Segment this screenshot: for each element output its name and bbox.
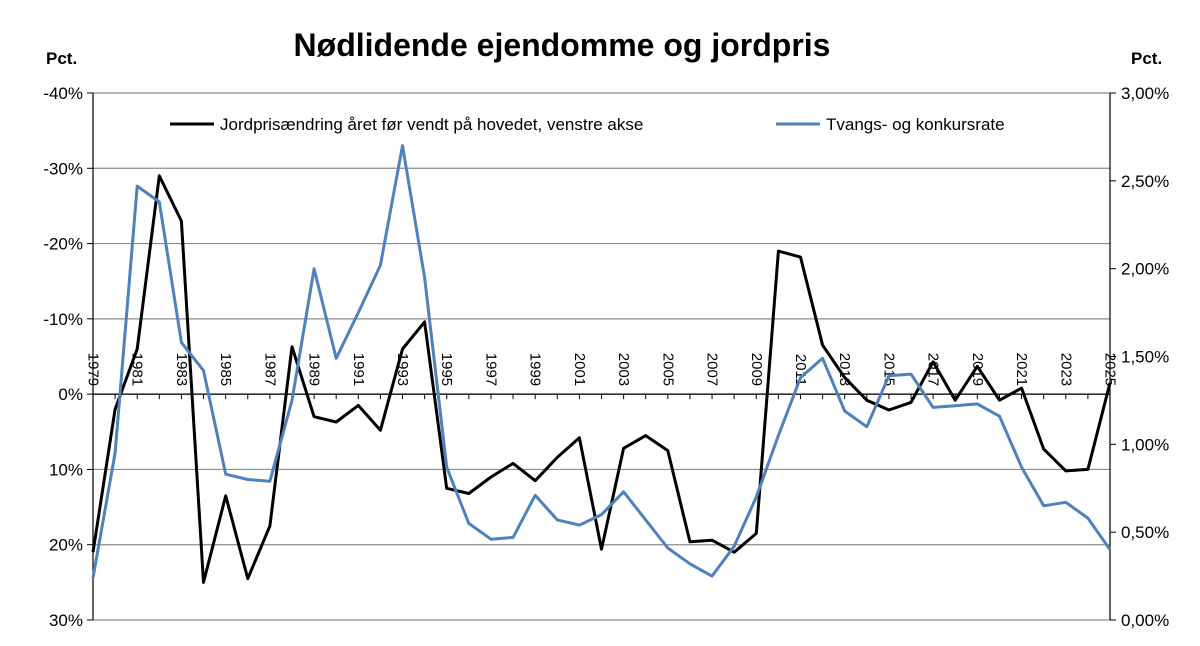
x-tick-label: 1999	[527, 353, 544, 386]
x-tick-label: 1989	[306, 353, 323, 386]
right-tick-label: 3,00%	[1121, 84, 1169, 103]
x-tick-label: 1987	[261, 353, 278, 386]
left-tick-label: -20%	[43, 235, 83, 254]
x-tick-label: 1985	[217, 353, 234, 386]
left-tick-label: -10%	[43, 310, 83, 329]
right-tick-label: 2,00%	[1121, 260, 1169, 279]
legend-label-tvangsrate: Tvangs- og konkursrate	[826, 115, 1005, 134]
right-axis-unit-label: Pct.	[1131, 49, 1162, 68]
right-tick-label: 1,00%	[1121, 435, 1169, 454]
left-tick-label: -40%	[43, 84, 83, 103]
series-line-jordpris	[91, 174, 1112, 584]
left-tick-label: 10%	[49, 460, 83, 479]
x-tick-label: 2015	[880, 353, 897, 386]
left-tick-label: 30%	[49, 611, 83, 630]
x-tick-label: 1997	[482, 353, 499, 386]
legend: Jordprisændring året før vendt på hovede…	[170, 115, 1005, 134]
left-tick-label: -30%	[43, 159, 83, 178]
legend-label-jordpris: Jordprisændring året før vendt på hovede…	[220, 115, 643, 134]
x-tick-label: 2007	[704, 353, 721, 386]
x-tick-label: 2025	[1102, 353, 1119, 386]
axes: -40% -30% -20% -10% 0% 10% 20% 30% 0,00% 0,50% 1,0…	[43, 84, 1169, 630]
x-tick-label: 1983	[173, 353, 190, 386]
x-tick-label: 2003	[615, 353, 632, 386]
x-tick-label: 2021	[1013, 353, 1030, 386]
left-tick-label: 0%	[58, 385, 83, 404]
x-tick-label: 1995	[438, 353, 455, 386]
x-tick-label: 2023	[1057, 353, 1074, 386]
x-tick-label: 2013	[836, 353, 853, 386]
right-tick-label: 2,50%	[1121, 172, 1169, 191]
right-tick-label: 1,50%	[1121, 348, 1169, 367]
right-tick-label: 0,50%	[1121, 523, 1169, 542]
x-tick-label: 2005	[659, 353, 676, 386]
chart-title: Nødlidende ejendomme og jordpris	[294, 27, 831, 63]
x-tick-label: 1991	[350, 353, 367, 386]
right-tick-label: 0,00%	[1121, 611, 1169, 630]
x-tick-label: 2009	[748, 353, 765, 386]
series-lines	[91, 144, 1112, 584]
gridlines	[93, 92, 1110, 621]
x-tick-label: 2019	[969, 353, 986, 386]
x-tick-label: 2011	[792, 354, 809, 386]
left-tick-label: 20%	[49, 536, 83, 555]
x-tick-label: 2001	[571, 353, 588, 386]
left-axis-unit-label: Pct.	[46, 49, 77, 68]
x-tick-label: 1979	[85, 353, 102, 386]
x-tick-label: 2017	[925, 353, 942, 386]
series-line-tvangsrate	[91, 144, 1112, 579]
